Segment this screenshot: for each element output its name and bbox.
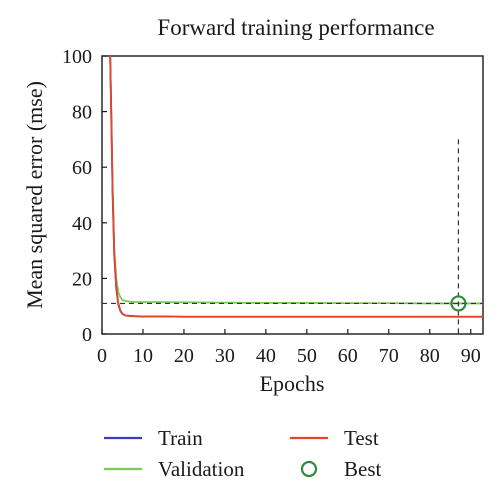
legend: Train Test Validation Best bbox=[104, 426, 382, 481]
y-tick-label: 100 bbox=[62, 46, 92, 68]
x-tick-label: 40 bbox=[256, 345, 276, 367]
plot-frame bbox=[101, 55, 484, 335]
x-tick-label: 50 bbox=[297, 345, 317, 367]
x-tick-label: 60 bbox=[338, 345, 358, 367]
legend-label: Validation bbox=[158, 457, 245, 481]
legend-swatch bbox=[300, 460, 318, 478]
y-tick-label: 20 bbox=[72, 268, 92, 290]
x-tick-label: 70 bbox=[379, 345, 399, 367]
y-axis-label: Mean squared error (mse) bbox=[22, 81, 47, 309]
series-line-validation bbox=[109, 56, 483, 305]
legend-item-best: Best bbox=[300, 457, 382, 481]
series-line-train bbox=[109, 56, 483, 318]
legend-label: Best bbox=[344, 457, 382, 481]
legend-item-test: Test bbox=[290, 426, 379, 450]
x-axis-ticks: 0 10 20 30 40 50 60 70 80 90 bbox=[97, 329, 481, 367]
legend-item-validation: Validation bbox=[104, 457, 245, 481]
x-tick-label: 80 bbox=[420, 345, 440, 367]
y-tick-label: 60 bbox=[72, 157, 92, 179]
x-tick-label: 90 bbox=[461, 345, 481, 367]
plot-area bbox=[102, 56, 483, 334]
chart-title: Forward training performance bbox=[157, 15, 434, 40]
series-line-test bbox=[109, 56, 483, 318]
y-tick-label: 80 bbox=[72, 102, 92, 124]
y-axis-ticks: 0 20 40 60 80 100 bbox=[62, 46, 107, 346]
x-tick-label: 10 bbox=[133, 345, 153, 367]
y-tick-label: 0 bbox=[82, 324, 92, 346]
x-tick-label: 0 bbox=[97, 345, 107, 367]
best-point-marker bbox=[450, 295, 467, 312]
x-tick-label: 20 bbox=[174, 345, 194, 367]
legend-item-train: Train bbox=[104, 426, 203, 450]
x-axis-label: Epochs bbox=[260, 371, 325, 396]
y-tick-label: 40 bbox=[72, 213, 92, 235]
legend-label: Test bbox=[344, 426, 379, 450]
x-tick-label: 30 bbox=[215, 345, 235, 367]
legend-label: Train bbox=[158, 426, 203, 450]
